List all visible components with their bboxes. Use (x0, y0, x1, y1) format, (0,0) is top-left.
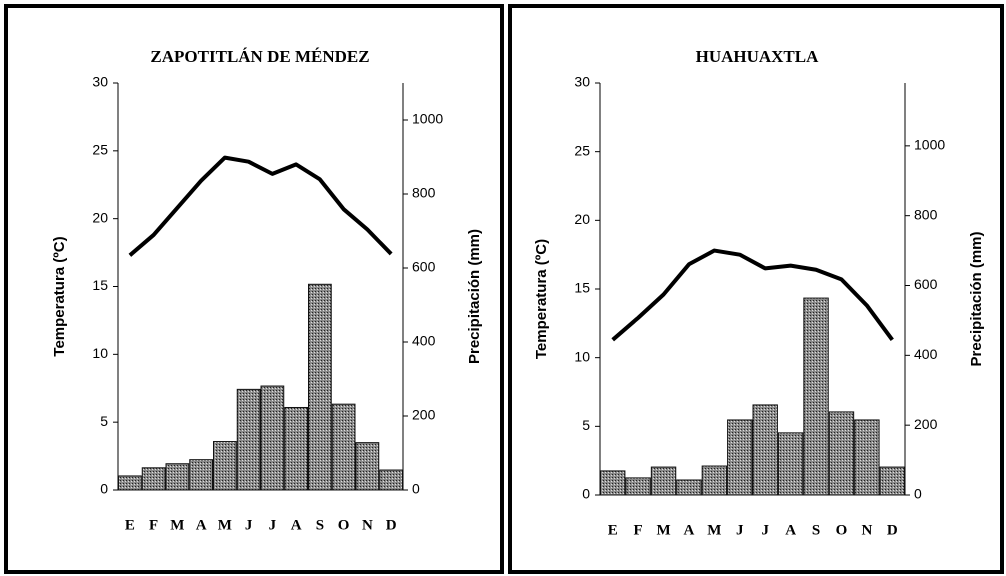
panel-border (4, 4, 504, 574)
y-tick-label: 5 (582, 417, 590, 433)
bar (752, 404, 778, 496)
bar (803, 297, 829, 496)
y-tick-label: 30 (574, 74, 590, 90)
y2-tick-label: 400 (914, 346, 938, 362)
x-tick-label: A (196, 517, 207, 533)
x-tick-label: S (316, 517, 324, 533)
bar (308, 283, 332, 491)
x-tick-label: F (634, 522, 643, 538)
y2-tick-label: 200 (914, 416, 938, 432)
bar (189, 459, 213, 491)
x-tick-label: O (338, 517, 350, 533)
y-tick-label: 5 (100, 413, 108, 429)
y-tick-label: 0 (100, 481, 108, 497)
x-tick-label: M (170, 517, 184, 533)
temperature-line (611, 248, 894, 342)
x-tick-label: F (149, 517, 158, 533)
bar (727, 419, 753, 496)
y-tick-label: 0 (582, 486, 590, 502)
y2-axis-title: Precipitación (mm) (466, 229, 483, 364)
bar (701, 465, 728, 496)
x-tick-label: J (269, 517, 277, 533)
x-tick-label: A (291, 517, 302, 533)
bar (260, 385, 285, 491)
bar (284, 406, 308, 491)
x-tick-label: M (656, 522, 670, 538)
x-tick-label: M (218, 517, 232, 533)
x-tick-label: D (887, 522, 898, 538)
bar (213, 441, 237, 491)
bar (650, 466, 677, 496)
y-tick-label: 20 (92, 209, 108, 225)
bar (331, 403, 356, 491)
y2-tick-label: 400 (412, 333, 436, 349)
y2-tick-label: 800 (412, 185, 436, 201)
chart-title: ZAPOTITLÁN DE MÉNDEZ (150, 47, 369, 66)
panel-border (508, 4, 1004, 574)
bar (379, 469, 403, 491)
y-tick-label: 15 (574, 280, 590, 296)
y-tick-label: 10 (92, 345, 108, 361)
y2-tick-label: 0 (914, 486, 922, 502)
y2-tick-label: 0 (412, 481, 420, 497)
bar (879, 466, 905, 496)
y-tick-label: 25 (574, 142, 590, 158)
x-tick-label: O (836, 522, 848, 538)
bar (600, 470, 626, 496)
y2-tick-label: 800 (914, 206, 938, 222)
y2-axis-title: Precipitación (mm) (968, 231, 985, 366)
x-tick-label: A (785, 522, 796, 538)
bar (777, 432, 804, 496)
bar (854, 419, 880, 496)
x-tick-label: J (761, 522, 769, 538)
y-axis-title: Temperatura (ºC) (533, 239, 550, 359)
x-tick-label: E (125, 517, 135, 533)
x-tick-label: J (245, 517, 253, 533)
x-tick-label: D (386, 517, 397, 533)
y-axis-title: Temperatura (ºC) (51, 236, 68, 356)
bar (625, 477, 651, 496)
y2-tick-label: 200 (412, 407, 436, 423)
y2-tick-label: 600 (412, 259, 436, 275)
y-tick-label: 15 (92, 277, 108, 293)
bar (676, 479, 702, 496)
y-tick-label: 20 (574, 211, 590, 227)
chart-title: HUAHUAXTLA (696, 47, 820, 66)
y-tick-label: 10 (574, 348, 590, 364)
bar (165, 463, 190, 491)
temperature-line (128, 155, 393, 257)
x-tick-label: N (861, 522, 872, 538)
y-tick-label: 25 (92, 142, 108, 158)
y-tick-label: 30 (92, 74, 108, 90)
bar (828, 411, 855, 496)
y2-tick-label: 600 (914, 276, 938, 292)
x-tick-label: M (707, 522, 721, 538)
x-tick-label: S (812, 522, 820, 538)
bar (141, 467, 166, 491)
y2-tick-label: 1000 (914, 137, 945, 153)
x-tick-label: N (362, 517, 373, 533)
y2-tick-label: 1000 (412, 111, 443, 127)
bar (236, 388, 261, 491)
x-tick-label: E (608, 522, 618, 538)
bar (118, 475, 142, 491)
bar (355, 442, 380, 491)
x-tick-label: J (736, 522, 744, 538)
x-tick-label: A (684, 522, 695, 538)
